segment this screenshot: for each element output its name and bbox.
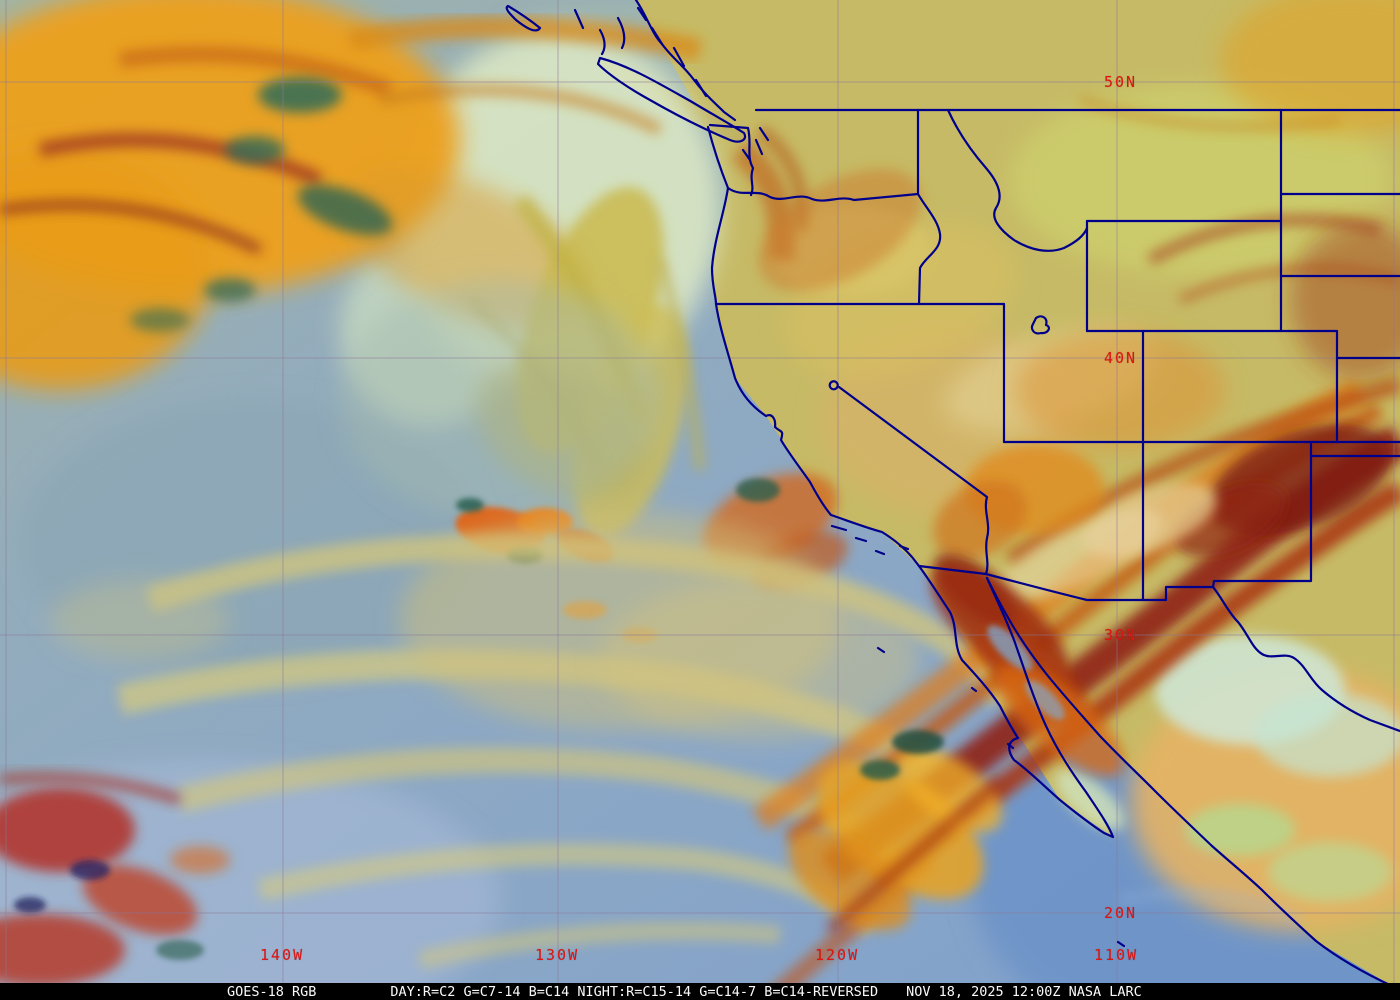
vancouver-island-outline: [596, 56, 747, 143]
latitude-label: 50N: [1104, 73, 1138, 91]
us-west-coastline: [706, 125, 921, 568]
longitude-label: 110W: [1094, 946, 1139, 964]
status-bar: GOES-18 RGB DAY:R=C2 G=C7-14 B=C14 NIGHT…: [0, 983, 1400, 1000]
canada-coastline: [634, 0, 737, 122]
baja-coastline: [917, 564, 1115, 839]
us-mexico-border: [917, 564, 1400, 733]
rgb-recipe-label: DAY:R=C2 G=C7-14 B=C14 NIGHT:R=C15-14 G=…: [390, 983, 879, 1000]
map-borders: [505, 0, 1400, 991]
product-label: GOES-18 RGB: [227, 983, 317, 1000]
island-outline: [505, 4, 542, 32]
mexico-coastline: [985, 576, 1400, 991]
longitude-label: 130W: [535, 946, 580, 964]
datetime-source-label: NOV 18, 2025 12:00Z NASA LARC: [906, 983, 1142, 1000]
state-borders: [714, 108, 1400, 602]
latitude-label: 40N: [1104, 349, 1138, 367]
latitude-label: 20N: [1104, 904, 1138, 922]
longitude-label: 120W: [815, 946, 860, 964]
latitude-label: 30N: [1104, 626, 1138, 644]
longitude-label: 140W: [260, 946, 305, 964]
